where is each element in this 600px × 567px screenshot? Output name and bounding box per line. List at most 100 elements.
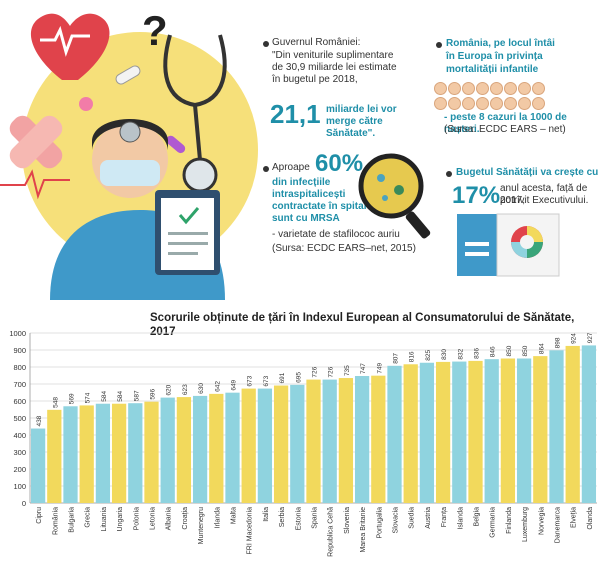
stethoscope-icon: [163, 34, 227, 161]
mortality-line1: România, pe locul întâi: [446, 38, 555, 49]
bar: [581, 345, 597, 503]
budget-line1: Bugetul Sănătății va crește cu: [456, 167, 599, 178]
baby-icon: [476, 97, 489, 110]
category-label: Italia: [263, 507, 270, 522]
value-label: 569: [69, 393, 76, 404]
infections-line4: sunt cu MRSA: [272, 213, 340, 224]
category-label: Cipru: [36, 507, 43, 524]
category-label: Norvegia: [538, 507, 545, 535]
pill-icon-3: [79, 97, 93, 111]
y-tick-label: 700: [13, 380, 26, 389]
value-label: 726: [328, 366, 335, 377]
category-label: Albania: [166, 507, 173, 530]
gov-big-number: 21,1: [270, 99, 321, 129]
baby-icon: [476, 82, 489, 95]
category-label: Germania: [490, 507, 497, 538]
value-label: 726: [312, 366, 319, 377]
baby-icon: [532, 97, 545, 110]
category-label: Islanda: [457, 507, 464, 530]
value-label: 807: [393, 353, 400, 364]
y-tick-label: 100: [13, 482, 26, 491]
magnifier-icon: [358, 153, 431, 239]
bar: [209, 393, 224, 503]
bar: [435, 361, 451, 503]
infections-source: (Sursa: ECDC EARS–net, 2015): [272, 243, 416, 254]
bar: [273, 385, 289, 503]
baby-icon: [504, 82, 517, 95]
bar: [500, 358, 516, 503]
bar: [290, 384, 305, 503]
category-label: Spania: [312, 507, 319, 529]
baby-icon: [532, 82, 545, 95]
mortality-line3: mortalității infantile: [446, 64, 539, 75]
value-label: 927: [587, 332, 594, 343]
category-label: Croația: [182, 507, 189, 530]
value-label: 749: [376, 362, 383, 373]
category-label: FRI Macedonia: [247, 507, 254, 555]
category-label: Belgia: [474, 507, 481, 527]
baby-icon: [448, 97, 461, 110]
value-label: 673: [263, 375, 270, 386]
bar: [452, 361, 467, 503]
bullet-infections: [263, 166, 269, 172]
infections-lead: Aproape: [272, 162, 310, 173]
baby-icon: [448, 82, 461, 95]
y-tick-label: 0: [22, 499, 26, 508]
value-label: 438: [36, 415, 43, 426]
value-label: 691: [279, 372, 286, 383]
bar: [419, 362, 435, 503]
y-tick-label: 300: [13, 448, 26, 457]
value-label: 587: [133, 390, 140, 401]
value-label: 836: [474, 348, 481, 359]
y-tick-label: 900: [13, 346, 26, 355]
value-label: 584: [101, 390, 108, 401]
value-label: 735: [344, 365, 351, 376]
baby-icon: [434, 97, 447, 110]
category-label: Suedia: [409, 507, 416, 529]
value-label: 850: [506, 345, 513, 356]
y-tick-label: 400: [13, 431, 26, 440]
bar: [241, 388, 256, 503]
bar: [257, 388, 273, 503]
infections-line2: intraspitalicești: [272, 189, 346, 200]
bar: [565, 345, 580, 503]
bullet-budget: [446, 171, 452, 177]
budget-line2: anul acesta, față de 2017,: [500, 183, 588, 206]
bar: [128, 403, 143, 503]
question-mark-icon: ?: [142, 7, 168, 54]
category-label: Polonia: [133, 507, 140, 530]
value-label: 596: [150, 388, 157, 399]
bar: [176, 397, 192, 503]
bar: [387, 365, 402, 503]
bar: [79, 405, 94, 503]
y-tick-label: 1000: [9, 329, 26, 338]
illustration: ?: [0, 7, 258, 300]
category-label: Muntenegru: [198, 507, 205, 544]
bandage-icon: [9, 115, 63, 169]
chart-title: Scorurile obținute de țări în Indexul Eu…: [150, 312, 575, 338]
budget-big-number: 17%: [452, 182, 501, 209]
bar: [322, 379, 337, 503]
bar: [468, 360, 483, 503]
value-label: 584: [117, 390, 124, 401]
value-label: 864: [538, 343, 545, 354]
heartbeat-line-icon: [0, 169, 70, 200]
bullet-gov: [263, 41, 269, 47]
category-label: Danemarca: [555, 507, 562, 543]
category-label: Elveția: [571, 507, 578, 528]
value-label: 695: [295, 372, 302, 383]
category-label: Lituania: [101, 507, 108, 532]
bar: [338, 378, 354, 503]
heart-icon: [30, 13, 110, 81]
bar: [160, 397, 175, 503]
mortality-source: (Sursa: ECDC EARS – net): [444, 124, 566, 135]
baby-icon: [518, 82, 531, 95]
bar: [144, 401, 159, 503]
bar: [354, 376, 370, 503]
baby-icon: [504, 97, 517, 110]
pill-icon: [115, 65, 141, 85]
value-label: 649: [231, 379, 238, 390]
category-label: Grecia: [85, 507, 92, 528]
baby-icon: [434, 82, 447, 95]
bar: [95, 403, 111, 503]
